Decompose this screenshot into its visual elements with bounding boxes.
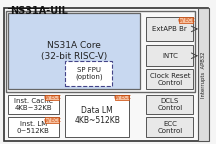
Text: Clock Reset
Control: Clock Reset Control [150, 73, 190, 86]
FancyBboxPatch shape [179, 17, 193, 23]
FancyBboxPatch shape [8, 13, 140, 89]
FancyBboxPatch shape [146, 17, 193, 41]
Text: w/ ECC: w/ ECC [44, 118, 60, 123]
FancyBboxPatch shape [65, 95, 129, 137]
FancyBboxPatch shape [146, 45, 193, 66]
FancyBboxPatch shape [65, 61, 112, 86]
Text: Inst. LM
0~512KB: Inst. LM 0~512KB [17, 121, 50, 134]
Text: Interrupts  APB32: Interrupts APB32 [201, 52, 206, 98]
Text: NS31A Core
(32-bit RISC-V): NS31A Core (32-bit RISC-V) [41, 41, 107, 60]
Text: ExtAPB Br: ExtAPB Br [152, 26, 187, 32]
Text: w/ ECC: w/ ECC [114, 95, 131, 100]
Text: DCLS
Control: DCLS Control [157, 98, 183, 111]
FancyBboxPatch shape [146, 69, 193, 89]
Text: SP FPU
(option): SP FPU (option) [75, 67, 103, 80]
Text: Data LM
4KB~512KB: Data LM 4KB~512KB [74, 106, 120, 125]
Text: ECC
Control: ECC Control [157, 121, 183, 134]
Text: w/ ECC: w/ ECC [44, 95, 60, 100]
FancyBboxPatch shape [45, 95, 59, 100]
FancyBboxPatch shape [45, 117, 59, 123]
FancyBboxPatch shape [8, 117, 59, 137]
FancyBboxPatch shape [3, 8, 208, 141]
Text: Inst. Cache
4KB~32KB: Inst. Cache 4KB~32KB [14, 98, 53, 111]
Text: NS31A-UIL: NS31A-UIL [10, 6, 68, 16]
Text: INTC: INTC [162, 53, 178, 59]
Text: w/ ECC: w/ ECC [178, 17, 195, 22]
FancyBboxPatch shape [146, 117, 193, 137]
FancyBboxPatch shape [198, 8, 209, 141]
FancyBboxPatch shape [116, 95, 129, 100]
FancyBboxPatch shape [146, 95, 193, 114]
FancyBboxPatch shape [8, 95, 59, 114]
